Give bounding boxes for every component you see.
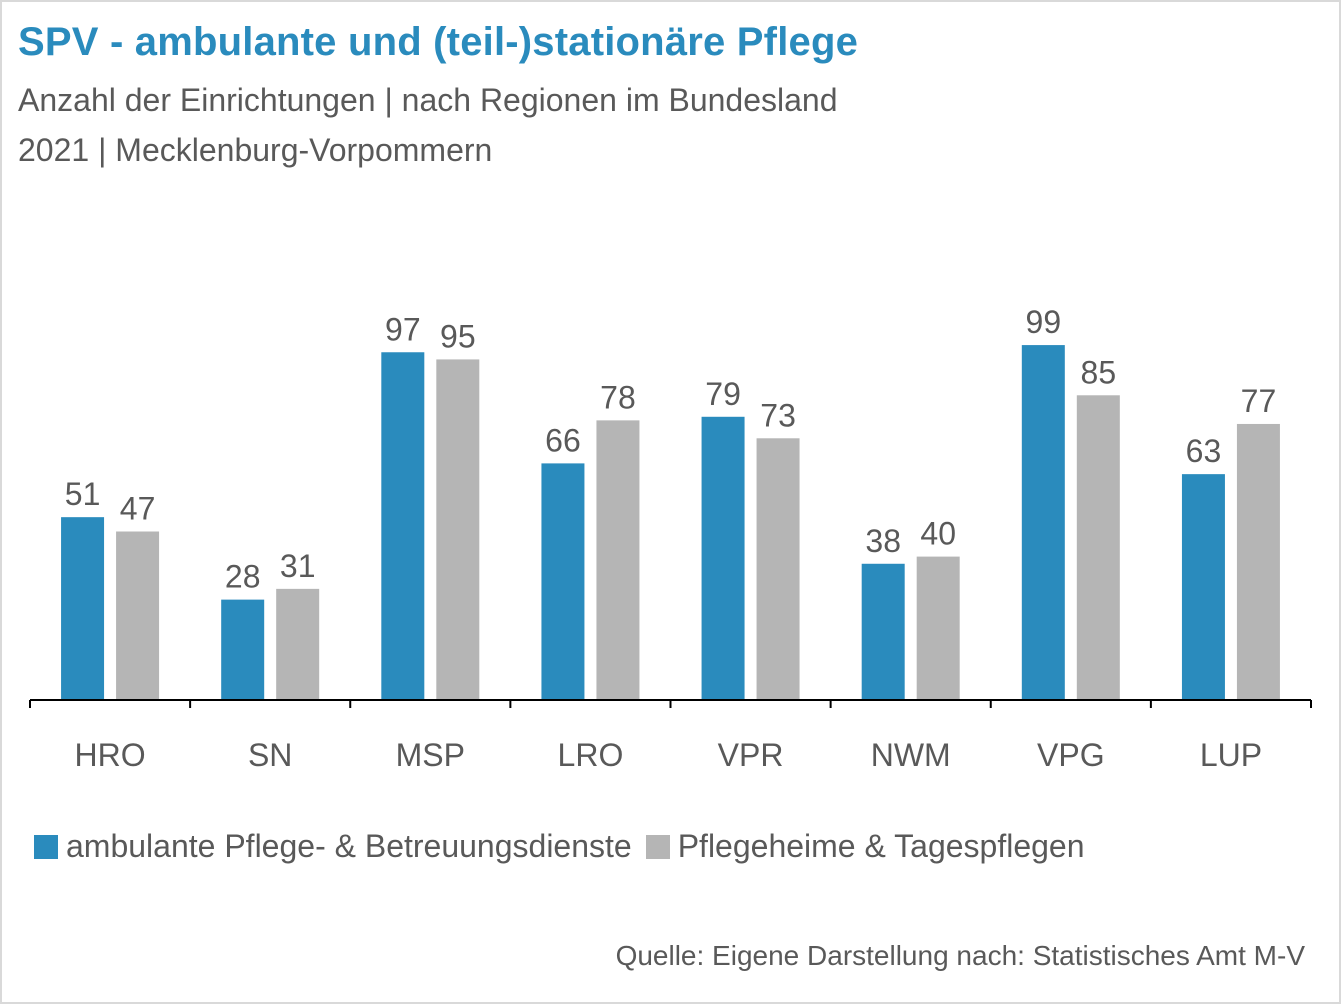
chart-title: SPV - ambulante und (teil-)stationäre Pf… [18, 20, 859, 64]
bar-ambulant-nwm [861, 563, 905, 700]
data-label-stationaer-vpg: 85 [1081, 354, 1117, 390]
bar-ambulant-vpg [1021, 345, 1065, 700]
data-label-ambulant-lup: 63 [1186, 433, 1222, 469]
chart-subtitle-line1: Anzahl der Einrichtungen | nach Regionen… [18, 82, 838, 118]
data-label-stationaer-hro: 47 [120, 491, 156, 527]
legend-label-stationaer: Pflegeheime & Tagespflegen [677, 828, 1085, 864]
data-label-stationaer-lup: 77 [1241, 383, 1277, 419]
data-label-ambulant-msp: 97 [385, 311, 421, 347]
x-tick-label-lup: LUP [1200, 737, 1262, 773]
bar-ambulant-lro [541, 463, 585, 700]
bar-stationaer-lup [1236, 423, 1280, 700]
legend-label-ambulant: ambulante Pflege- & Betreuungsdienste [66, 828, 632, 864]
x-tick-label-vpr: VPR [718, 737, 784, 773]
legend-swatch-ambulant [34, 834, 58, 859]
data-label-ambulant-nwm: 38 [865, 523, 901, 559]
data-label-stationaer-msp: 95 [440, 318, 476, 354]
source-note: Quelle: Eigene Darstellung nach: Statist… [615, 940, 1305, 971]
data-label-stationaer-vpr: 73 [760, 397, 796, 433]
x-tick-label-nwm: NWM [871, 737, 951, 773]
data-label-ambulant-sn: 28 [225, 559, 261, 595]
x-tick-label-msp: MSP [396, 737, 465, 773]
bar-stationaer-sn [276, 588, 320, 700]
x-tick-label-sn: SN [248, 737, 292, 773]
data-label-ambulant-vpr: 79 [705, 376, 741, 412]
data-label-stationaer-sn: 31 [280, 548, 316, 584]
bar-ambulant-hro [61, 517, 105, 700]
bar-ambulant-sn [221, 599, 265, 700]
data-label-stationaer-nwm: 40 [920, 516, 956, 552]
bar-stationaer-msp [436, 359, 480, 700]
chart-subtitle-line2: 2021 | Mecklenburg-Vorpommern [18, 132, 493, 168]
bar-stationaer-vpg [1076, 395, 1120, 700]
legend-swatch-stationaer [645, 834, 670, 859]
bar-ambulant-lup [1181, 474, 1225, 700]
x-tick-label-hro: HRO [75, 737, 146, 773]
data-label-stationaer-lro: 78 [600, 379, 636, 415]
data-label-ambulant-vpg: 99 [1026, 304, 1062, 340]
x-tick-label-vpg: VPG [1037, 737, 1105, 773]
data-label-ambulant-hro: 51 [65, 476, 101, 512]
bar-ambulant-vpr [701, 416, 745, 700]
legend-item-stationaer: Pflegeheime & Tagespflegen [645, 828, 1085, 865]
bar-stationaer-vpr [756, 438, 800, 700]
bar-ambulant-msp [381, 352, 425, 700]
data-label-ambulant-lro: 66 [545, 422, 581, 458]
bar-stationaer-nwm [916, 556, 960, 700]
bar-stationaer-hro [116, 531, 160, 700]
x-tick-label-lro: LRO [558, 737, 624, 773]
bar-stationaer-lro [596, 420, 640, 700]
legend-item-ambulant: ambulante Pflege- & Betreuungsdienste [34, 828, 632, 865]
legend: ambulante Pflege- & Betreuungsdienste Pf… [34, 828, 1099, 865]
